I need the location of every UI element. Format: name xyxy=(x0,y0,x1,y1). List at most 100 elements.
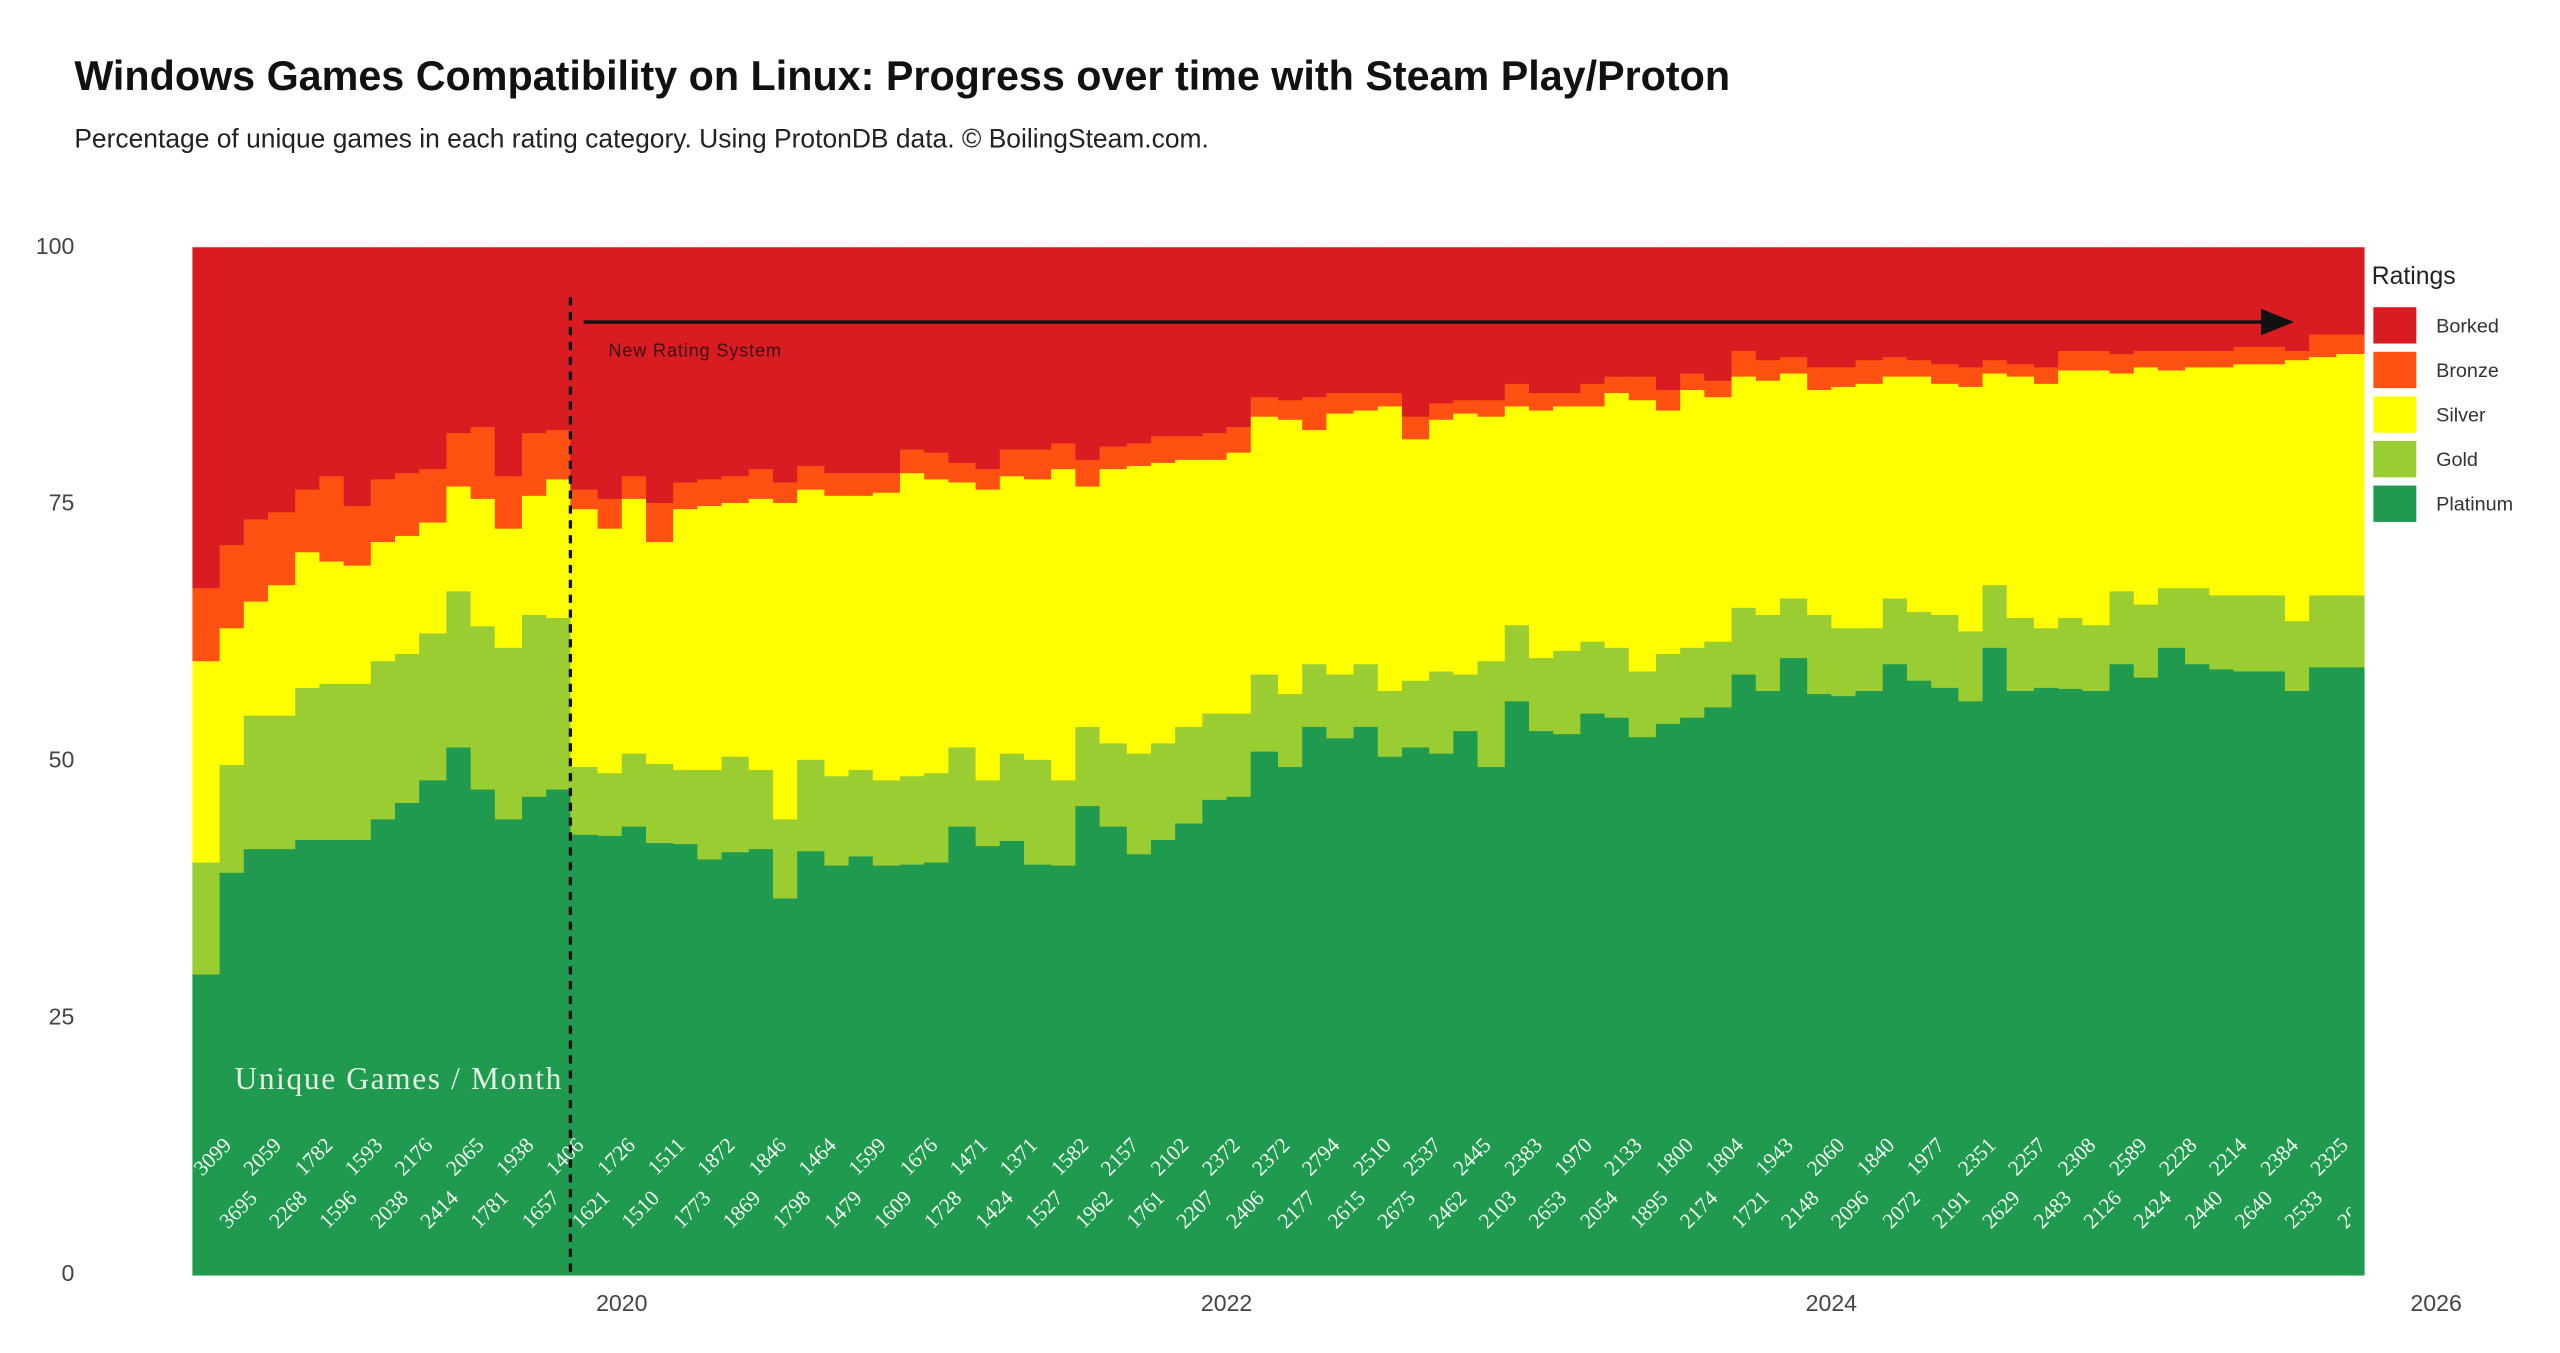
area-segment xyxy=(1604,247,1630,377)
legend-label: Platinum xyxy=(2436,494,2513,516)
area-segment xyxy=(924,247,950,453)
area-segment xyxy=(494,818,523,1276)
area-segment xyxy=(2109,247,2135,355)
area-segment xyxy=(2058,369,2084,619)
area-segment xyxy=(1855,690,1884,1276)
area-segment xyxy=(697,769,723,860)
area-segment xyxy=(1655,247,1682,391)
area-segment xyxy=(2260,247,2286,347)
area-segment xyxy=(1175,822,1204,1276)
area-segment xyxy=(2233,594,2262,672)
area-segment xyxy=(2082,690,2111,1276)
area-segment xyxy=(570,833,599,1276)
area-segment xyxy=(1755,379,1781,615)
area-segment xyxy=(948,247,977,463)
area-segment xyxy=(243,714,269,850)
area-segment xyxy=(1051,442,1077,470)
area-segment xyxy=(848,472,874,496)
area-segment xyxy=(797,465,826,490)
area-segment xyxy=(219,544,245,629)
area-segment xyxy=(2185,366,2211,589)
area-segment xyxy=(267,584,297,716)
area-segment xyxy=(2309,333,2338,358)
chart-title: Windows Games Compatibility on Linux: Pr… xyxy=(74,53,1730,99)
area-segment xyxy=(1250,415,1279,675)
area-segment xyxy=(948,746,977,827)
legend-label: Gold xyxy=(2436,449,2478,471)
area-segment xyxy=(999,247,1025,450)
area-segment xyxy=(1075,458,1101,487)
area-segment xyxy=(999,839,1025,1276)
area-segment xyxy=(343,682,372,840)
area-segment xyxy=(267,714,297,850)
area-segment xyxy=(1553,733,1582,1276)
area-segment xyxy=(2006,375,2035,619)
area-segment xyxy=(446,432,472,487)
area-segment xyxy=(1175,247,1204,437)
area-segment xyxy=(1958,247,1984,368)
area-segment xyxy=(1051,247,1077,444)
area-segment xyxy=(2233,363,2262,596)
area-segment xyxy=(370,818,396,1276)
area-segment xyxy=(1931,382,1960,615)
area-segment xyxy=(1580,247,1606,384)
area-segment xyxy=(1226,247,1252,427)
area-segment xyxy=(1906,679,1933,1276)
area-segment xyxy=(2082,624,2111,692)
area-segment xyxy=(370,478,396,543)
area-segment xyxy=(1150,461,1177,744)
area-segment xyxy=(470,788,496,1276)
area-segment xyxy=(1831,366,1857,387)
area-segment xyxy=(522,494,548,615)
area-segment xyxy=(1226,795,1252,1276)
area-segment xyxy=(2058,687,2084,1276)
area-segment xyxy=(1477,660,1506,768)
area-segment xyxy=(1477,415,1506,662)
area-segment xyxy=(899,775,926,865)
area-segment xyxy=(1553,392,1582,407)
area-segment xyxy=(295,247,321,490)
area-segment xyxy=(1429,402,1455,420)
area-segment xyxy=(343,564,372,684)
area-segment xyxy=(772,818,799,899)
area-segment xyxy=(1704,640,1733,708)
area-segment xyxy=(1302,396,1328,431)
area-segment xyxy=(1807,693,1833,1276)
area-segment xyxy=(1528,657,1555,732)
area-segment xyxy=(1175,725,1204,824)
area-segment xyxy=(219,763,245,873)
area-segment xyxy=(295,838,321,1276)
area-segment xyxy=(2133,676,2159,1276)
area-segment xyxy=(1528,409,1555,659)
area-segment xyxy=(1680,646,1706,718)
legend: Ratings Borked Bronze Silver Gold Platinum xyxy=(2372,263,2513,522)
legend-swatch xyxy=(2373,396,2417,433)
area-segment xyxy=(1353,409,1379,665)
area-segment xyxy=(1704,706,1733,1276)
area-segment xyxy=(645,541,675,764)
area-segment xyxy=(1882,247,1908,358)
area-segment xyxy=(2157,247,2187,351)
area-segment xyxy=(522,613,548,797)
area-segment xyxy=(2284,620,2311,692)
area-segment xyxy=(824,494,850,777)
area-segment xyxy=(1453,399,1479,414)
area-segment xyxy=(192,247,221,589)
area-segment xyxy=(2157,349,2187,371)
area-segment xyxy=(924,772,950,863)
area-segment xyxy=(1755,247,1781,361)
area-segment xyxy=(924,451,950,480)
area-segment xyxy=(1731,673,1757,1276)
area-segment xyxy=(343,247,372,507)
area-segment xyxy=(899,472,926,777)
area-segment xyxy=(192,973,221,1276)
area-segment xyxy=(2209,366,2235,596)
area-segment xyxy=(319,682,345,840)
area-segment xyxy=(848,494,874,771)
area-segment xyxy=(1477,247,1506,401)
area-segment xyxy=(797,247,826,467)
plot-area xyxy=(192,247,2365,1276)
area-segment xyxy=(597,247,623,499)
area-segment xyxy=(1779,657,1809,1276)
